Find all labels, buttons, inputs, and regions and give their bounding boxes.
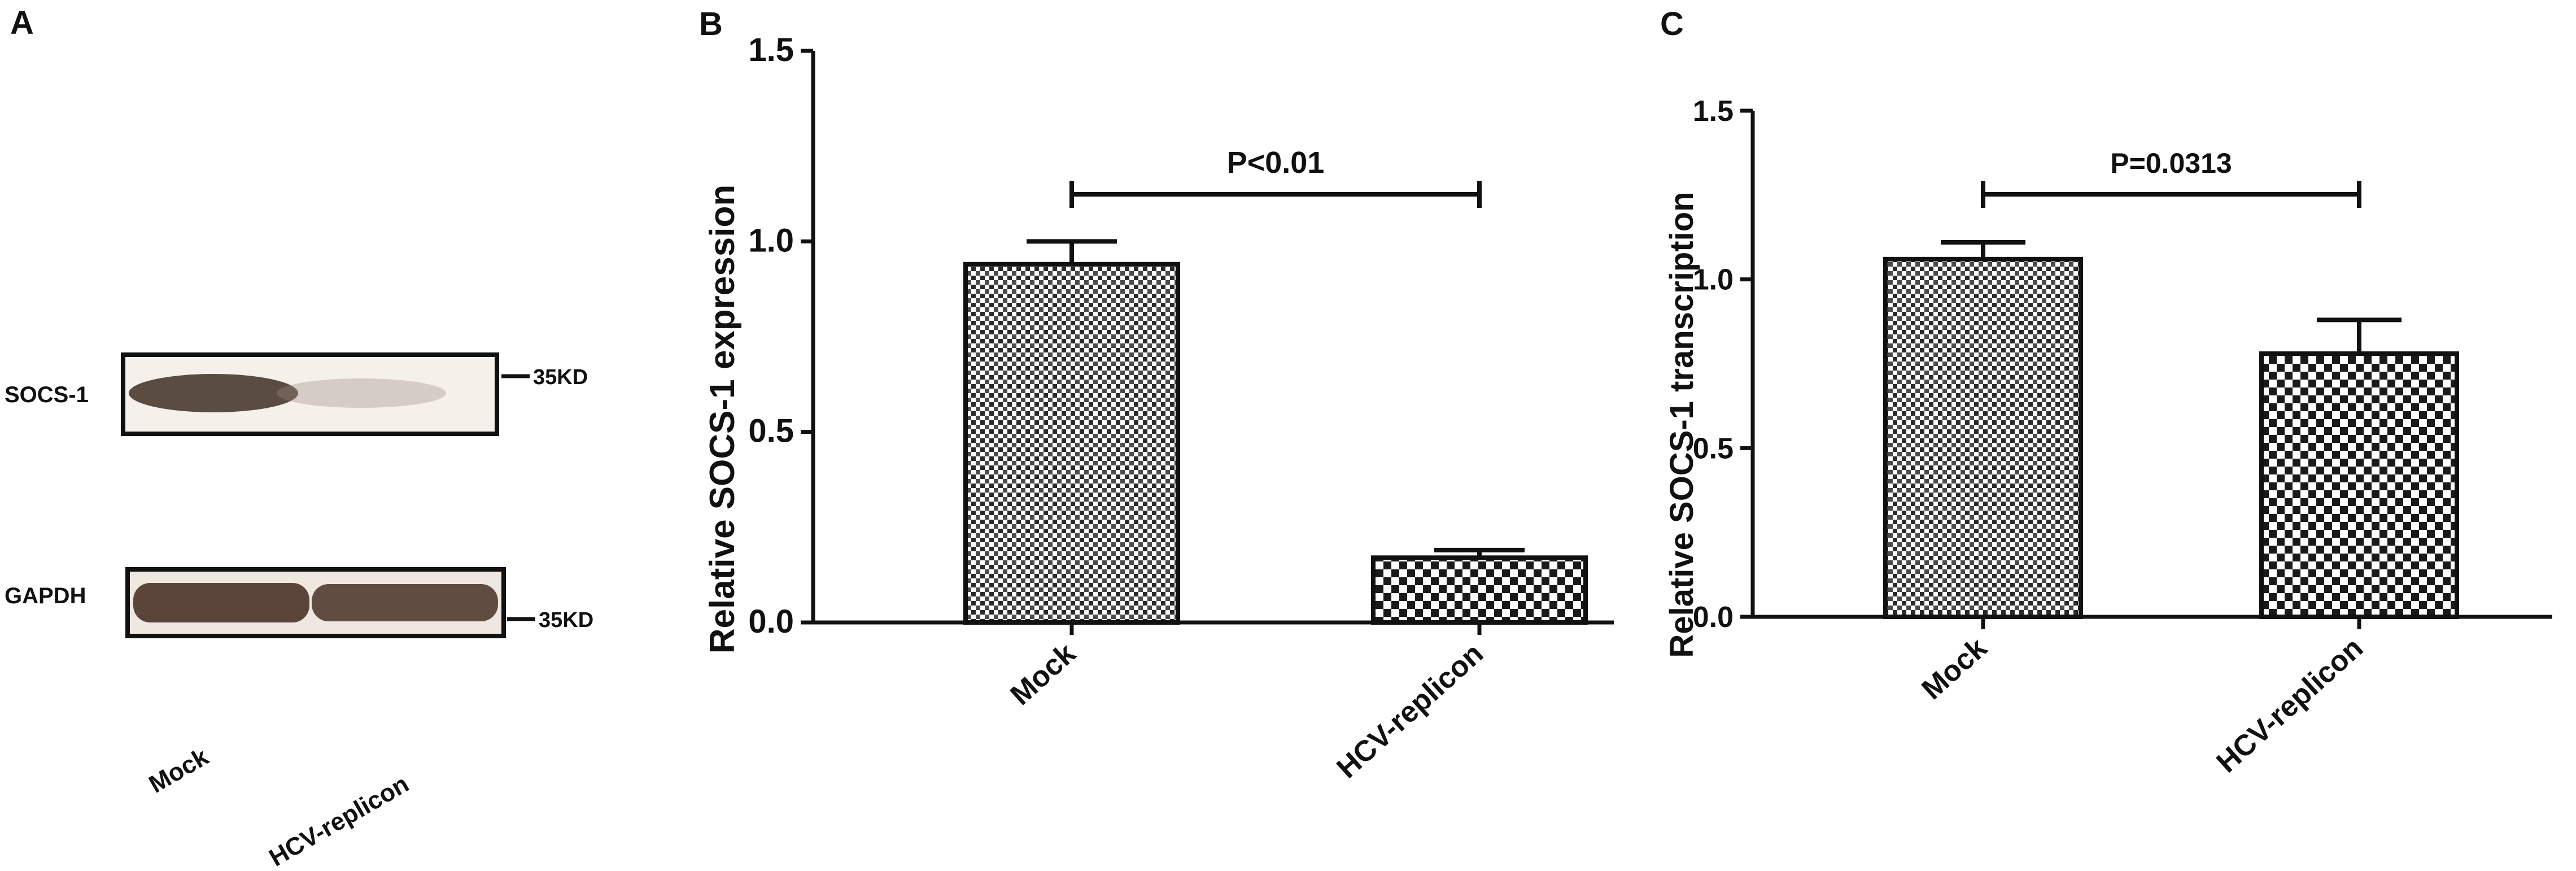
blot-socs1-marker: 35KD bbox=[533, 365, 588, 389]
blot-socs1-label: SOCS-1 bbox=[5, 382, 89, 407]
panel-c-y-tick-label: 0.0 bbox=[1693, 601, 1734, 634]
panel-b-letter: B bbox=[699, 6, 723, 42]
panel-b-y-tick-label: 1.5 bbox=[748, 32, 794, 68]
blot-gapdh-label: GAPDH bbox=[5, 583, 86, 608]
blot-gapdh-band-mock bbox=[133, 583, 309, 622]
blot-socs1-band-mock bbox=[129, 374, 298, 412]
panel-b-x-tick-label: HCV-replicon bbox=[1331, 637, 1490, 785]
panel-c-bar-mock bbox=[1883, 256, 2083, 619]
panel-a-letter: A bbox=[10, 5, 34, 41]
panel-b-p-value: P<0.01 bbox=[1227, 146, 1325, 180]
blot-gapdh-band-hcv bbox=[312, 584, 498, 621]
panel-b-bar-hcv bbox=[1371, 555, 1588, 625]
panel-b-chart: B Relative SOCS-1 expression 0.0 0.5 1.0 1.… bbox=[699, 6, 1614, 785]
panel-b-ylabel: Relative SOCS-1 expression bbox=[703, 185, 742, 654]
blot-gapdh-marker: 35KD bbox=[539, 608, 593, 632]
panel-c-y-tick-label: 1.0 bbox=[1693, 264, 1734, 297]
panel-b-bar-mock bbox=[963, 262, 1180, 625]
panel-b-y-tick-label: 0.5 bbox=[748, 413, 794, 450]
lane-label-mock: Mock bbox=[145, 743, 213, 799]
panel-c-plot: 0.0 0.5 1.0 1.5 Mock HCV-replicon P=0.0313 bbox=[1693, 95, 2552, 779]
panel-c-p-value: P=0.0313 bbox=[2110, 147, 2232, 179]
blot-socs1-band-hcv bbox=[277, 378, 446, 408]
panel-a-western-blot: A SOCS-1 35KD GAPDH 35KD Mock HCV-replic… bbox=[5, 5, 593, 871]
panel-c-y-tick-label: 0.5 bbox=[1693, 432, 1734, 465]
panel-c-x-tick-label: Mock bbox=[1915, 632, 1993, 706]
lane-label-hcv: HCV-replicon bbox=[265, 770, 414, 871]
panel-c-bar-hcv bbox=[2259, 351, 2459, 620]
panel-c-y-tick-label: 1.5 bbox=[1693, 95, 1734, 128]
panel-c-chart: C Relative SOCS-1 transcription 0.0 0.5 1.… bbox=[1660, 6, 2552, 779]
panel-c-ylabel: Relative SOCS-1 transcription bbox=[1664, 191, 1700, 657]
panel-c-x-tick-label: HCV-replicon bbox=[2211, 632, 2369, 779]
panel-b-x-tick-label: Mock bbox=[1004, 637, 1082, 712]
panel-b-plot: 0.0 0.5 1.0 1.5 Mock HCV-replicon P<0.01 bbox=[748, 32, 1614, 785]
panel-c-letter: C bbox=[1660, 6, 1684, 42]
panel-b-y-tick-label: 1.0 bbox=[748, 222, 794, 259]
panel-b-y-tick-label: 0.0 bbox=[748, 603, 794, 640]
